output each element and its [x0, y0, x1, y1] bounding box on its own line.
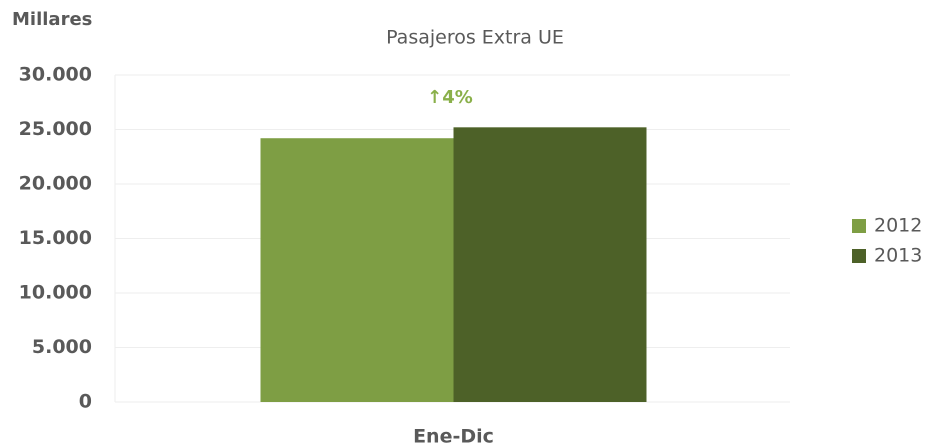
bar [453, 127, 647, 402]
bar [260, 138, 454, 402]
y-tick-label: 25.000 [19, 118, 92, 140]
legend-label: 2012 [874, 215, 922, 237]
y-axis-label: Millares [12, 9, 92, 30]
chart-title: Pasajeros Extra UE [386, 27, 564, 49]
legend-swatch [852, 249, 866, 263]
y-tick-label: 30.000 [19, 64, 92, 86]
y-tick-label: 0 [79, 391, 92, 413]
y-tick-label: 5.000 [32, 336, 92, 358]
annotation: ↑4% [427, 87, 473, 108]
x-tick-label: Ene-Dic [413, 426, 494, 448]
legend-swatch [852, 219, 866, 233]
y-tick-label: 15.000 [19, 227, 92, 249]
y-tick-label: 10.000 [19, 282, 92, 304]
y-tick-label: 20.000 [19, 173, 92, 195]
legend-label: 2013 [874, 245, 922, 267]
